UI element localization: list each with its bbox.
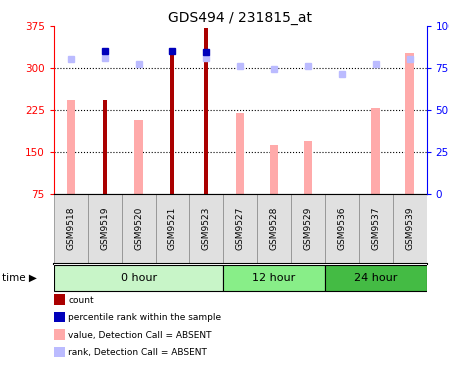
Text: value, Detection Call = ABSENT: value, Detection Call = ABSENT [68,331,212,340]
Text: GSM9529: GSM9529 [304,207,313,250]
Text: 24 hour: 24 hour [354,273,397,283]
Text: time ▶: time ▶ [2,273,37,283]
Text: GSM9521: GSM9521 [168,207,177,250]
FancyBboxPatch shape [189,194,223,264]
FancyBboxPatch shape [223,194,257,264]
FancyBboxPatch shape [223,265,325,291]
Text: 0 hour: 0 hour [120,273,157,283]
Text: GSM9518: GSM9518 [66,207,75,250]
Text: GSM9520: GSM9520 [134,207,143,250]
FancyBboxPatch shape [88,194,122,264]
FancyBboxPatch shape [325,194,359,264]
Text: GSM9536: GSM9536 [337,207,346,250]
Bar [134,120,143,194]
Text: GSM9537: GSM9537 [371,207,380,250]
Bar [405,53,414,194]
Bar [304,141,312,194]
Title: GDS494 / 231815_at: GDS494 / 231815_at [168,11,312,25]
FancyBboxPatch shape [122,194,155,264]
Bar [371,108,380,194]
FancyBboxPatch shape [393,194,427,264]
Text: percentile rank within the sample: percentile rank within the sample [68,313,221,322]
FancyBboxPatch shape [54,265,223,291]
Text: GSM9523: GSM9523 [202,207,211,250]
FancyBboxPatch shape [155,194,189,264]
Bar [66,100,75,194]
FancyBboxPatch shape [54,194,88,264]
Bar [103,100,107,194]
Text: GSM9528: GSM9528 [269,207,278,250]
Text: rank, Detection Call = ABSENT: rank, Detection Call = ABSENT [68,348,207,357]
Bar [171,52,175,194]
FancyBboxPatch shape [257,194,291,264]
FancyBboxPatch shape [325,265,427,291]
FancyBboxPatch shape [291,194,325,264]
Text: GSM9539: GSM9539 [405,207,414,250]
Text: GSM9527: GSM9527 [236,207,245,250]
Text: GSM9519: GSM9519 [100,207,109,250]
Text: 12 hour: 12 hour [252,273,296,283]
Text: count: count [68,296,94,305]
FancyBboxPatch shape [359,194,393,264]
Bar [204,29,208,194]
Bar [236,113,244,194]
Bar [270,145,278,194]
